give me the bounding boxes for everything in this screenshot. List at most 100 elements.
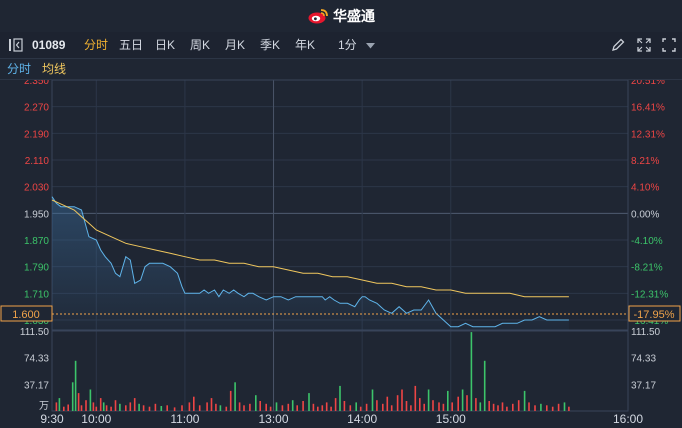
volume-bar <box>470 332 473 411</box>
volume-bar <box>365 403 368 411</box>
volume-bar <box>154 403 157 411</box>
price-tick-label: 2.350 <box>24 80 49 87</box>
tab-quarterly-k[interactable]: 季K <box>260 38 281 52</box>
sidebar-toggle-icon[interactable] <box>8 38 24 52</box>
volume-bar <box>488 401 490 411</box>
time-tick-label: 10:00 <box>81 412 111 426</box>
volume-tick-label: 74.33 <box>631 354 656 365</box>
top-bar: 华盛通 <box>0 0 682 33</box>
volume-bar <box>308 393 310 411</box>
volume-bar <box>287 403 290 411</box>
time-tick-label: 15:00 <box>436 412 466 426</box>
percent-tick-label: 20.51% <box>631 80 665 87</box>
price-tick-label: 2.110 <box>25 156 50 167</box>
percent-axis: 20.51% 16.41% 12.31% 8.21% 4.10% 0.00% -4.10% -… <box>631 80 668 327</box>
volume-bar <box>419 398 421 411</box>
volume-bar <box>265 403 267 411</box>
volume-tick-label: 37.17 <box>24 380 49 391</box>
volume-bar <box>401 389 403 411</box>
weibo-logo-icon <box>308 9 328 24</box>
tab-monthly-k[interactable]: 月K <box>225 38 246 52</box>
volume-bar <box>540 403 542 411</box>
volume-bar <box>325 402 328 411</box>
price-tick-label: 1.870 <box>24 236 49 247</box>
volume-bar <box>210 398 213 411</box>
volume-bar <box>447 390 449 411</box>
percent-tick-label: 4.10% <box>631 183 659 194</box>
volume-bar <box>105 405 108 411</box>
volume-bar <box>438 402 440 411</box>
volume-bar <box>451 402 453 411</box>
percent-tick-label: 12.31% <box>631 129 665 140</box>
expand-icon[interactable] <box>637 38 651 52</box>
volume-bar <box>512 403 514 411</box>
volume-bar <box>269 406 272 411</box>
volume-tick-label: 111.50 <box>631 327 661 338</box>
price-tick-label: 1.710 <box>24 289 49 300</box>
volume-bar <box>55 402 58 411</box>
volume-bar <box>475 398 477 411</box>
price-tick-label: 1.950 <box>24 209 49 220</box>
volume-bar <box>501 402 504 411</box>
volume-bar <box>85 400 87 411</box>
price-tick-label: 1.790 <box>24 263 49 274</box>
volume-tick-label: 111.50 <box>20 327 50 338</box>
volume-bar <box>259 401 261 411</box>
pencil-icon[interactable] <box>611 38 625 52</box>
volume-bar <box>551 406 554 411</box>
toolbar: 01089 分时 五日 日K 周K 月K 季K 年K 1分 <box>0 32 682 59</box>
price-tick-label: 2.190 <box>24 129 49 140</box>
volume-bar <box>312 403 315 411</box>
volume-bar <box>181 405 183 411</box>
volume-unit-label: 万 <box>39 401 49 412</box>
time-tick-label: 16:00 <box>613 412 643 426</box>
volume-bar <box>198 405 201 411</box>
volume-bar <box>275 402 278 411</box>
volume-bar <box>442 403 445 411</box>
volume-bar <box>528 402 530 411</box>
volume-bar <box>148 406 151 411</box>
tab-weekly-k[interactable]: 周K <box>190 38 211 52</box>
volume-bar <box>497 405 499 411</box>
tab-daily-k[interactable]: 日K <box>155 38 176 52</box>
cursor-price-label: 1.600 <box>12 309 40 321</box>
volume-bar <box>414 385 417 411</box>
volume-bar <box>457 396 459 411</box>
volume-bar <box>255 395 257 411</box>
cursor-price-box <box>0 305 53 322</box>
volume-bar <box>423 403 425 411</box>
volume-bar <box>291 400 294 411</box>
price-axis: 2.350 2.270 2.190 2.110 2.030 1.950 1.870 1.790… <box>24 80 49 327</box>
intraday-chart[interactable]: 2.350 2.270 2.190 2.110 2.030 1.950 1.870 1.790… <box>0 80 682 428</box>
legend-row: 分时 均线 <box>0 59 682 80</box>
time-tick-label: 9:30 <box>40 412 64 426</box>
volume-bar <box>92 402 95 411</box>
tab-five-day[interactable]: 五日 <box>119 38 144 52</box>
cursor-pct-label: -17.95% <box>634 309 675 321</box>
volume-axis: 111.50 111.50 74.33 74.33 37.17 37.17 万 <box>20 327 661 412</box>
volume-bar <box>71 382 74 411</box>
volume-bar <box>160 406 163 411</box>
tab-yearly-k[interactable]: 年K <box>295 38 316 52</box>
volume-bar <box>355 402 357 411</box>
volume-bar <box>95 406 98 411</box>
volume-bar <box>89 389 92 411</box>
volume-bar <box>506 406 508 411</box>
volume-bar <box>125 405 127 411</box>
volume-bar <box>405 401 408 411</box>
volume-bar <box>296 405 298 411</box>
volume-bar <box>138 403 140 411</box>
volume-bar <box>557 403 560 411</box>
tab-intraday[interactable]: 分时 <box>84 38 109 52</box>
volume-bar <box>229 390 232 411</box>
volume-tick-label: 37.17 <box>631 380 656 391</box>
interval-select[interactable]: 1分 <box>338 32 376 58</box>
percent-tick-label: 8.21% <box>631 156 659 167</box>
interval-label: 1分 <box>338 38 357 52</box>
stock-code: 01089 <box>32 38 66 52</box>
percent-tick-label: 16.41% <box>631 103 665 114</box>
volume-bar <box>330 406 332 411</box>
volume-bar <box>173 407 176 411</box>
fullscreen-icon[interactable] <box>662 38 676 52</box>
